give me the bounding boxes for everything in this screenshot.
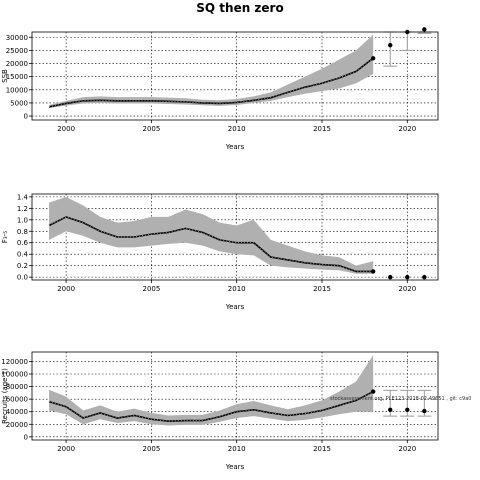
x-axis-label: Years: [225, 303, 245, 311]
x-axis-label: Years: [225, 143, 245, 151]
x-axis-label: Years: [225, 463, 245, 471]
panel-1: 2000 2005 2010 2015 2020 0 5000 10000 15000 20000…: [1, 27, 439, 151]
y-tick-label: 1.0: [17, 216, 28, 224]
x-tick-label: 2000: [57, 445, 75, 453]
figure-title: SQ then zero: [196, 1, 283, 15]
panel-2: 2000 2005 2010 2015 2020 0.0 0.2 0.4 0.6 0.8 1.0 1.…: [1, 193, 439, 311]
x-tick-label: 2005: [142, 285, 160, 293]
panel-3: 2000 2005 2010 2015 2020 0 20000 40000 60000 8000…: [1, 351, 471, 471]
y-tick-label: 1.4: [17, 193, 29, 201]
median-line-dots: [48, 391, 374, 422]
forecast-point: [405, 274, 410, 280]
y-tick-label: 20000: [6, 60, 28, 68]
x-tick-label: 2005: [142, 445, 160, 453]
y-tick-label: 5000: [10, 99, 28, 107]
y-tick-label: 20000: [6, 421, 28, 429]
forecast-point: [422, 274, 427, 280]
forecast-point: [388, 274, 393, 280]
y-tick-label: 0: [24, 433, 28, 441]
y-tick-label: 120000: [1, 358, 28, 366]
y-tick-label: 15000: [6, 73, 28, 81]
y-tick-label: 100000: [1, 371, 28, 379]
x-tick-label: 2005: [142, 125, 160, 133]
y-tick-label: 0.6: [17, 239, 29, 247]
y-tick-label: 60000: [6, 396, 28, 404]
forecast-point: [388, 42, 393, 48]
panels: 2000 2005 2010 2015 202005000100001500020000…: [1, 27, 471, 471]
confidence-band: [49, 34, 374, 109]
last-estimate-point: [370, 269, 376, 274]
forecast-point: [405, 407, 410, 413]
x-tick-label: 2010: [228, 285, 246, 293]
median-line: [48, 216, 374, 273]
x-tick-label: 2010: [228, 445, 246, 453]
axes-frame: [31, 351, 439, 441]
confidence-band: [49, 355, 374, 426]
x-tick-label: 2000: [57, 125, 75, 133]
x-tick-label: 2000: [57, 285, 75, 293]
axes-frame: [31, 31, 439, 121]
y-axis-label: Recruits (age 1): [1, 368, 9, 424]
y-tick-label: 25000: [6, 47, 28, 55]
y-tick-label: 30000: [6, 34, 28, 42]
axes-frame: [31, 193, 439, 281]
y-tick-label: 40000: [6, 408, 28, 416]
y-tick-label: 0: [24, 113, 28, 121]
x-tick-label: 2020: [398, 125, 416, 133]
x-tick-label: 2015: [313, 445, 331, 453]
source-annotation: stockassessment.org, PLE123-2018-02-4965…: [330, 396, 471, 402]
y-tick-label: 80000: [6, 383, 28, 391]
y-tick-label: 0.0: [17, 274, 28, 282]
x-tick-label: 2010: [228, 125, 246, 133]
y-tick-label: 0.8: [17, 228, 28, 236]
forecast-point: [422, 27, 427, 32]
x-tick-label: 2020: [398, 445, 416, 453]
x-tick-label: 2015: [313, 285, 331, 293]
x-tick-label: 2015: [313, 125, 331, 133]
median-line-dots: [49, 58, 374, 108]
forecast-point: [422, 408, 427, 414]
forecast-point: [388, 407, 393, 413]
y-axis-label: SSB: [1, 69, 9, 83]
y-tick-label: 10000: [6, 86, 28, 94]
last-estimate-point: [370, 56, 376, 61]
y-tick-label: 0.4: [17, 251, 29, 259]
y-axis-label: F₃-₅: [1, 231, 9, 243]
x-tick-label: 2020: [398, 285, 416, 293]
y-tick-label: 1.2: [17, 205, 28, 213]
y-tick-label: 0.2: [17, 262, 28, 270]
last-estimate-point: [370, 389, 376, 394]
